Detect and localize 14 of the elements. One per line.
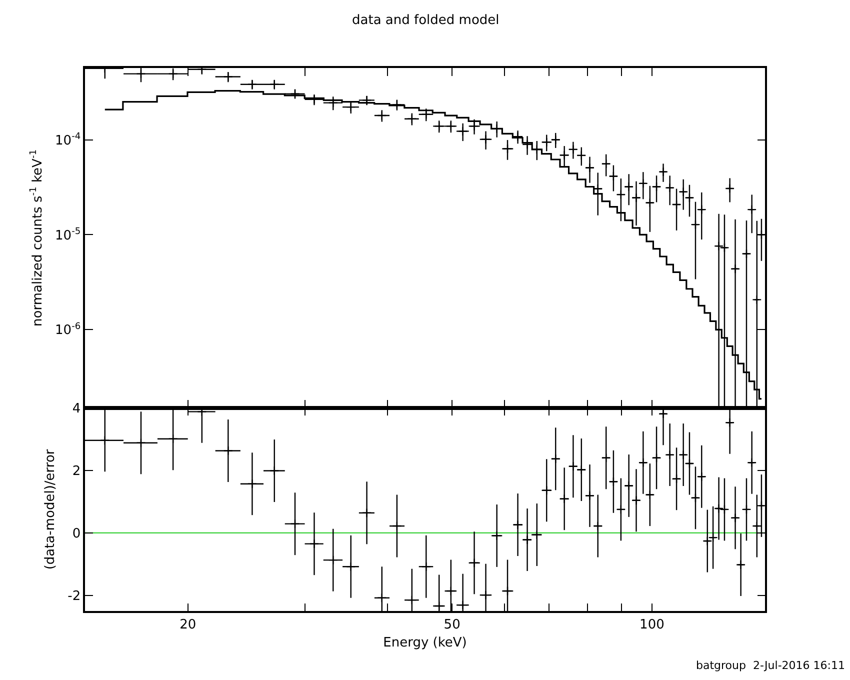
x-tick-label: 100 — [640, 617, 664, 632]
y-axis-title: (data-model)/error — [43, 448, 58, 570]
x-tick-label: 20 — [180, 617, 196, 632]
y-tick-label: 10$^{-5}$ — [55, 226, 81, 244]
text: batgroup 2-Jul-2016 16:11 — [696, 659, 845, 672]
y-tick-label: 2 — [72, 464, 81, 479]
y-tick-label: 10$^{-6}$ — [55, 322, 81, 338]
x-axis-title: Energy (keV) — [383, 635, 467, 650]
y-tick-label: -2 — [68, 588, 81, 604]
y-tick-label: 10$^{-4}$ — [55, 132, 81, 148]
x-tick-label: 50 — [444, 617, 460, 632]
y-tick-label: 4 — [72, 401, 81, 416]
y-tick-label: 0 — [72, 526, 81, 542]
chart-title: data and folded model — [352, 13, 500, 28]
